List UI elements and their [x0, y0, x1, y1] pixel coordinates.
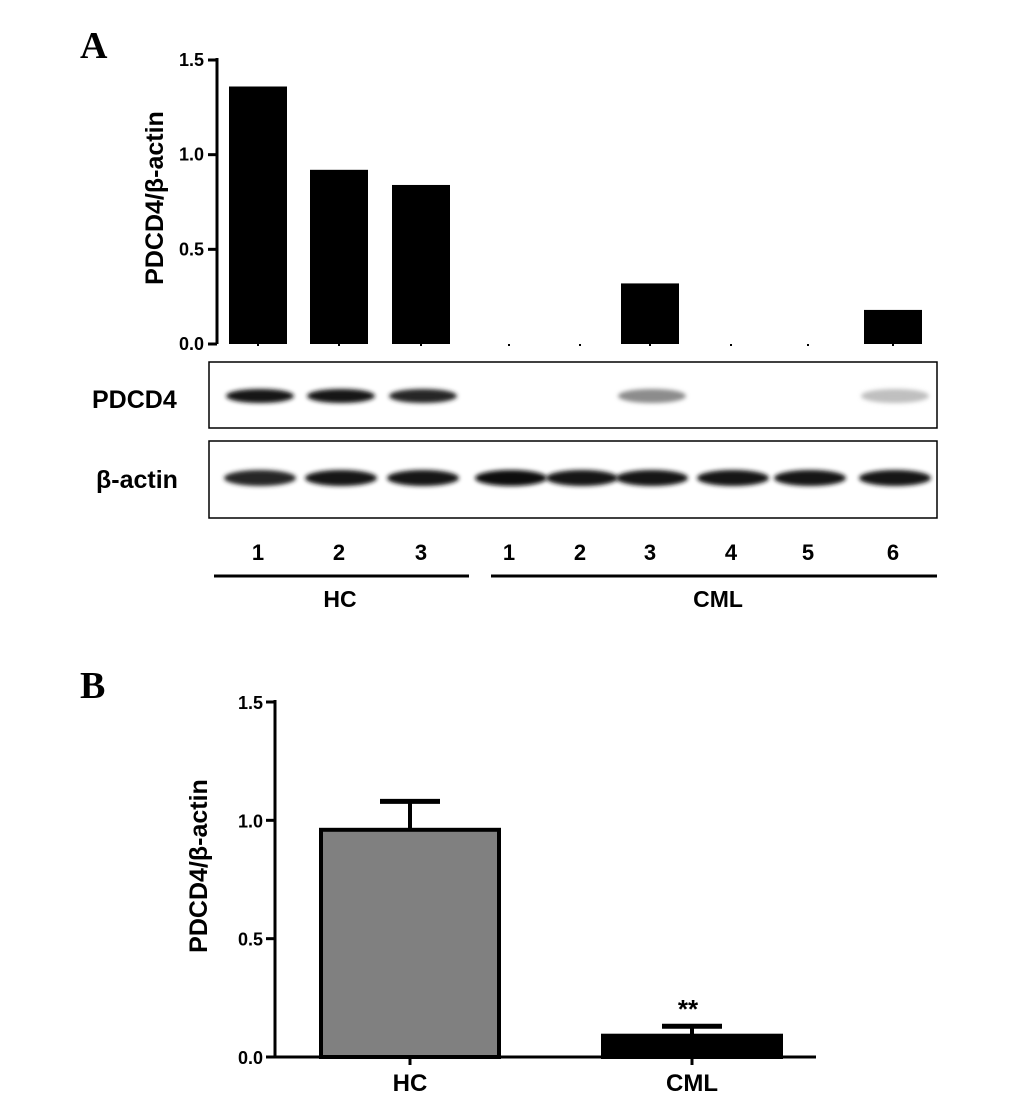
pdcd4-band	[226, 389, 294, 403]
panel-b-y-tick-label: 1.5	[238, 693, 263, 713]
panel-b-category-label: HC	[393, 1070, 428, 1097]
panel-a-y-tick-label: 0.5	[179, 239, 204, 259]
panel-a-bar	[310, 169, 368, 344]
panel-b-y-axis-label: PDCD4/β-actin	[185, 779, 213, 953]
lane-labels: 1 2 3 1 2 3 4 5 6	[252, 540, 899, 565]
panel-b-y-tick-label: 0.0	[238, 1048, 263, 1068]
lane-number: 4	[725, 540, 738, 565]
actin-band	[697, 470, 769, 486]
panel-a-bar	[864, 309, 922, 344]
pdcd4-band	[618, 389, 686, 403]
panel-a-bar	[229, 86, 287, 345]
actin-band	[387, 470, 459, 486]
blot-label-pdcd4: PDCD4	[92, 386, 177, 414]
panel-letter-b: B	[80, 665, 105, 707]
panel-a-bar	[392, 184, 450, 344]
panel-b-chart: PDCD4/β-actin 0.0 0.5 1.0 1.5 HC CML **	[185, 693, 816, 1097]
panel-a-bars	[229, 86, 922, 346]
actin-band	[859, 470, 931, 486]
actin-band	[305, 470, 377, 486]
group-label: CML	[693, 586, 743, 612]
lane-number: 2	[333, 540, 345, 565]
actin-band	[774, 470, 846, 486]
pdcd4-band	[861, 389, 929, 403]
actin-blot-frame	[208, 440, 938, 519]
panel-letter-a: A	[80, 25, 108, 67]
panel-b-category-label: CML	[666, 1070, 718, 1097]
actin-band	[616, 470, 688, 486]
group-label: HC	[323, 586, 356, 612]
pdcd4-blot-frame	[208, 361, 938, 429]
panel-a-y-tick-label: 1.5	[179, 50, 204, 70]
panel-b-bars: HC CML **	[319, 798, 783, 1097]
lane-number: 2	[574, 540, 586, 565]
panel-a-bar	[621, 283, 679, 344]
lane-number: 1	[503, 540, 515, 565]
panel-b-y-ticks: 0.0 0.5 1.0 1.5	[238, 693, 275, 1068]
panel-a-chart: PDCD4/β-actin 0.0 0.5 1.0 1.5	[141, 50, 922, 354]
lane-number: 1	[252, 540, 264, 565]
actin-bands	[224, 470, 931, 486]
group-labels: HC CML	[214, 574, 937, 612]
blot-label-beta-actin: β-actin	[96, 466, 178, 494]
pdcd4-band	[307, 389, 375, 403]
lane-number: 6	[887, 540, 899, 565]
actin-band	[224, 470, 296, 486]
panel-b-bar	[601, 1033, 783, 1059]
actin-band	[475, 470, 547, 486]
panel-b-y-tick-label: 1.0	[238, 811, 263, 831]
panel-b-bar	[319, 827, 501, 1059]
panel-a-y-axis-label: PDCD4/β-actin	[141, 111, 169, 285]
panel-a-y-tick-label: 0.0	[179, 334, 204, 354]
panel-a-y-ticks: 0.0 0.5 1.0 1.5	[179, 50, 217, 354]
pdcd4-bands	[226, 389, 929, 403]
pdcd4-band	[389, 389, 457, 403]
significance-marker: **	[678, 994, 699, 1024]
western-blot: PDCD4 β-actin	[92, 361, 938, 519]
actin-band	[546, 470, 618, 486]
lane-number: 3	[415, 540, 427, 565]
lane-number: 5	[802, 540, 814, 565]
panel-b-y-tick-label: 0.5	[238, 930, 263, 950]
lane-number: 3	[644, 540, 656, 565]
panel-a-y-tick-label: 1.0	[179, 145, 204, 165]
